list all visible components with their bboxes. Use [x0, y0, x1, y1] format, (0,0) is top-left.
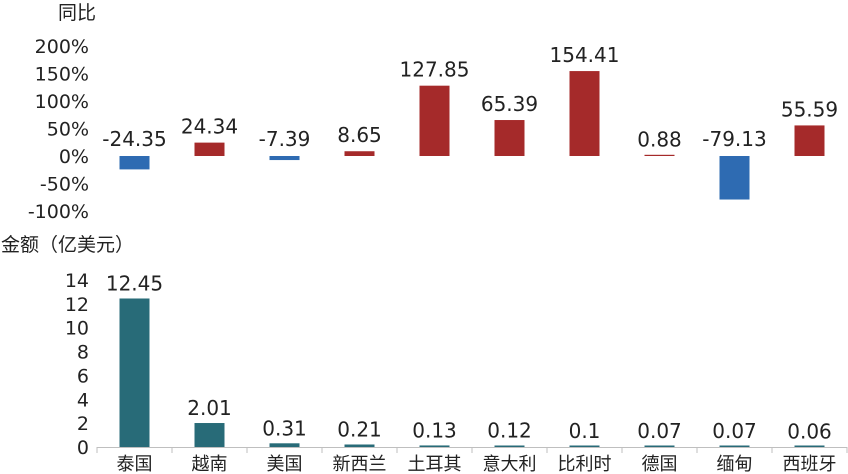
amount-bar [194, 423, 225, 447]
category-label: 新西兰 [333, 454, 387, 474]
category-label: 越南 [192, 454, 228, 474]
amount-data-label: 0.07 [637, 419, 682, 443]
amount-y-tick-label: 4 [77, 389, 89, 411]
category-label: 德国 [642, 454, 678, 474]
category-label: 泰国 [117, 454, 153, 474]
yoy-data-label: 24.34 [181, 115, 238, 139]
amount-bar [719, 445, 750, 447]
amount-data-label: 0.31 [262, 416, 307, 440]
amount-data-label: 2.01 [187, 396, 232, 420]
amount-bars [119, 298, 825, 447]
amount-y-tick-label: 8 [77, 342, 89, 364]
amount-y-tick-label: 12 [65, 294, 89, 316]
amount-bar [794, 445, 825, 447]
yoy-bar [419, 85, 450, 156]
amount-data-label: 0.06 [787, 419, 832, 443]
amount-bar [269, 443, 300, 447]
amount-data-labels: 12.45 2.01 0.31 0.21 0.13 0.12 0.1 0.07 0.07 0.06 [106, 271, 832, 443]
amount-data-label: 0.1 [569, 419, 601, 443]
amount-data-label: 0.21 [337, 417, 382, 441]
category-label: 美国 [267, 454, 303, 474]
yoy-data-label: -24.35 [102, 127, 166, 151]
amount-bar [569, 445, 600, 447]
yoy-bar [119, 156, 150, 170]
yoy-data-label: 65.39 [481, 92, 538, 116]
category-label: 意大利 [483, 454, 537, 474]
yoy-y-ticks: -100% -50% 0% 50% 100% 150% 200% [28, 36, 89, 223]
amount-bar [344, 444, 375, 447]
category-axis: 泰国 越南 美国 新西兰 土耳其 意大利 比利时 德国 缅甸 西班牙 [96, 447, 848, 474]
yoy-bar [644, 154, 675, 156]
yoy-y-tick-label: -50% [40, 174, 89, 196]
yoy-chart: 同比 -100% -50% 0% 50% 100% 150% 200% -24.35 24.3… [28, 2, 838, 223]
yoy-y-tick-label: 50% [47, 119, 89, 141]
amount-y-tick-label: 6 [77, 365, 89, 387]
yoy-y-tick-label: -100% [28, 201, 89, 223]
yoy-axis-title: 同比 [58, 2, 96, 24]
amount-data-label: 0.13 [412, 418, 457, 442]
amount-data-label: 0.12 [487, 419, 532, 443]
yoy-data-label: -7.39 [259, 127, 311, 151]
yoy-y-tick-label: 200% [35, 36, 89, 58]
category-label: 缅甸 [717, 454, 753, 474]
category-label: 西班牙 [783, 454, 837, 474]
amount-bar [644, 445, 675, 447]
amount-y-tick-label: 14 [65, 270, 89, 292]
yoy-bar [719, 156, 750, 200]
category-label: 土耳其 [408, 454, 462, 474]
yoy-bar [344, 151, 375, 156]
amount-y-tick-label: 2 [77, 413, 89, 435]
category-label: 比利时 [558, 454, 612, 474]
yoy-data-labels: -24.35 24.34 -7.39 8.65 127.85 65.39 154.41 0.8… [102, 43, 838, 151]
amount-y-tick-label: 0 [77, 437, 89, 459]
amount-y-tick-label: 10 [65, 318, 89, 340]
yoy-data-label: 127.85 [400, 58, 470, 82]
yoy-data-label: -79.13 [702, 127, 766, 151]
yoy-bars [119, 71, 825, 200]
yoy-bar [269, 156, 300, 161]
yoy-bar [569, 71, 600, 156]
yoy-y-tick-label: 150% [35, 64, 89, 86]
amount-axis-title: 金额（亿美元） [1, 234, 134, 256]
yoy-bar [494, 120, 525, 156]
yoy-data-label: 154.41 [550, 43, 620, 67]
amount-bar [494, 445, 525, 447]
yoy-y-tick-label: 100% [35, 91, 89, 113]
amount-data-label: 0.07 [712, 419, 757, 443]
yoy-bar [194, 142, 225, 156]
amount-bar [119, 298, 150, 447]
yoy-data-label: 8.65 [337, 123, 382, 147]
yoy-data-label: 55.59 [781, 97, 838, 121]
yoy-y-tick-label: 0% [59, 146, 89, 168]
yoy-data-label: 0.88 [637, 128, 682, 152]
amount-bar [419, 445, 450, 447]
amount-data-label: 12.45 [106, 271, 163, 295]
yoy-bar [794, 125, 825, 156]
